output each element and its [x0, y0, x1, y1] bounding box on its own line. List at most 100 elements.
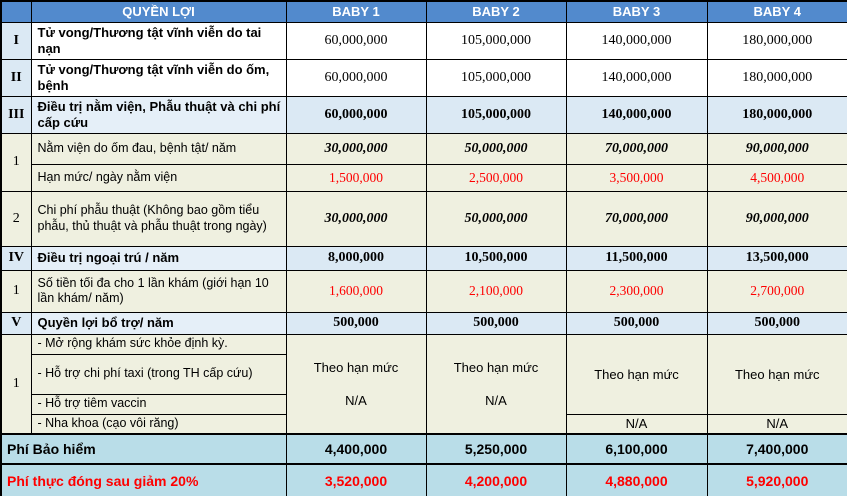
header-benefit: QUYỀN LỢI: [30, 0, 287, 23]
value-baby4: 500,000: [706, 311, 847, 335]
sub-item-vaccine: - Hỗ trợ tiêm vaccin: [30, 393, 287, 415]
row-daily-limit: Hạn mức/ ngày nằm viện 1,500,000 2,500,0…: [1, 163, 847, 192]
value-baby2: 105,000,000: [425, 21, 567, 60]
row-supplementary: V Quyền lợi bổ trợ/ năm 500,000 500,000 …: [0, 311, 847, 335]
na-baby3: N/A: [565, 413, 708, 435]
sub-value-baby4: Theo hạn mức: [706, 333, 847, 415]
row-number: 2: [0, 190, 32, 247]
row-hospitalization-per-year: 1 Nằm viện do ốm đau, bệnh tật/ năm 30,0…: [0, 132, 847, 192]
spacer: [431, 375, 562, 393]
value-baby3: 11,500,000: [565, 245, 708, 271]
row-number: III: [0, 95, 32, 134]
discounted-baby1: 3,520,000: [285, 463, 427, 496]
limit-text: Theo hạn mức: [453, 359, 539, 375]
row-sub-checkup: 1 - Mở rộng khám sức khỏe định kỳ. Theo …: [0, 333, 847, 435]
value-baby2: 2,100,000: [425, 269, 567, 313]
value-baby4: 90,000,000: [706, 132, 847, 165]
sub-value-baby3: Theo hạn mức: [565, 333, 708, 415]
value-baby1: 60,000,000: [285, 21, 427, 60]
row-number: 1: [0, 333, 32, 435]
na-text: N/A: [345, 392, 367, 408]
row-discounted-premium: Phí thực đóng sau giảm 20% 3,520,000 4,2…: [0, 463, 847, 496]
row-number: II: [0, 58, 32, 97]
limit-text: Theo hạn mức: [313, 359, 399, 375]
row-label: Điều trị ngoại trú / năm: [30, 245, 287, 271]
row-outpatient: IV Điều trị ngoại trú / năm 8,000,000 10…: [0, 245, 847, 271]
premium-baby3: 6,100,000: [565, 433, 708, 465]
value-baby2: 50,000,000: [425, 190, 567, 247]
row-label: Hạn mức/ ngày nằm viện: [30, 163, 287, 192]
row-death-accident: I Tử vong/Thương tật vĩnh viễn do tai nạ…: [0, 21, 847, 60]
value-baby1: 60,000,000: [285, 58, 427, 97]
discounted-baby4: 5,920,000: [706, 463, 847, 496]
value-baby3: 70,000,000: [565, 190, 708, 247]
row-label: Tử vong/Thương tật vĩnh viễn do tai nạn: [30, 21, 287, 60]
row-number: 1: [0, 132, 32, 192]
na-text: N/A: [485, 392, 507, 408]
row-label: Nằm viện do ốm đau, bệnh tật/ năm: [30, 132, 287, 165]
value-baby1: 1,600,000: [285, 269, 427, 313]
row-number: 1: [0, 269, 32, 313]
value-baby2: 50,000,000: [425, 132, 567, 165]
value-baby4: 2,700,000: [706, 269, 847, 313]
value-baby4: 180,000,000: [706, 58, 847, 97]
limit-text: Theo hạn mức: [594, 366, 679, 382]
header-plan-baby4: BABY 4: [706, 0, 847, 23]
discounted-baby3: 4,880,000: [565, 463, 708, 496]
row-sub-dental: - Nha khoa (cạo vôi răng) N/A N/A: [1, 413, 847, 435]
row-premium: Phí Bảo hiểm 4,400,000 5,250,000 6,100,0…: [0, 433, 847, 465]
premium-baby4: 7,400,000: [706, 433, 847, 465]
value-baby1: 30,000,000: [285, 132, 427, 165]
row-surgery-cost: 2 Chi phí phẫu thuật (Không bao gồm tiểu…: [0, 190, 847, 247]
header-plan-baby1: BABY 1: [285, 0, 427, 23]
row-inpatient-surgery: III Điều trị nằm viện, Phẫu thuật và chi…: [0, 95, 847, 134]
sub-value-baby1: Theo hạn mức N/A: [285, 333, 427, 435]
header-plan-baby2: BABY 2: [425, 0, 567, 23]
header-corner-cell: [0, 0, 32, 23]
value-baby4: 180,000,000: [706, 21, 847, 60]
row-label: Tử vong/Thương tật vĩnh viễn do ốm, bệnh: [30, 58, 287, 97]
limit-text: Theo hạn mức: [734, 366, 820, 382]
row-label: Chi phí phẫu thuật (Không bao gồm tiểu p…: [30, 190, 287, 247]
sub-item-dental: - Nha khoa (cạo vôi răng): [30, 413, 287, 435]
value-baby3: 140,000,000: [565, 95, 708, 134]
value-baby2: 2,500,000: [425, 163, 567, 192]
row-sub-taxi: - Hỗ trợ chi phí taxi (trong TH cấp cứu): [1, 353, 847, 395]
value-baby3: 140,000,000: [565, 58, 708, 97]
value-baby1: 500,000: [285, 311, 427, 335]
table-header-row: QUYỀN LỢI BABY 1 BABY 2 BABY 3 BABY 4: [0, 0, 847, 23]
header-plan-baby3: BABY 3: [565, 0, 708, 23]
value-baby3: 3,500,000: [565, 163, 708, 192]
value-baby4: 90,000,000: [706, 190, 847, 247]
sub-item-checkup: - Mở rộng khám sức khỏe định kỳ.: [30, 333, 287, 355]
row-sub-vaccine: - Hỗ trợ tiêm vaccin: [1, 393, 847, 415]
value-baby4: 180,000,000: [706, 95, 847, 134]
spacer: [291, 375, 422, 393]
discounted-label: Phí thực đóng sau giảm 20%: [0, 463, 287, 496]
value-baby3: 500,000: [565, 311, 708, 335]
value-baby4: 4,500,000: [706, 163, 847, 192]
discounted-baby2: 4,200,000: [425, 463, 567, 496]
row-number: V: [0, 311, 32, 335]
premium-baby2: 5,250,000: [425, 433, 567, 465]
row-death-illness: II Tử vong/Thương tật vĩnh viễn do ốm, b…: [0, 58, 847, 97]
value-baby2: 105,000,000: [425, 95, 567, 134]
value-baby2: 500,000: [425, 311, 567, 335]
value-baby3: 70,000,000: [565, 132, 708, 165]
value-baby2: 105,000,000: [425, 58, 567, 97]
value-baby1: 30,000,000: [285, 190, 427, 247]
sub-value-baby2: Theo hạn mức N/A: [425, 333, 567, 435]
value-baby1: 1,500,000: [285, 163, 427, 192]
value-baby4: 13,500,000: [706, 245, 847, 271]
na-baby4: N/A: [706, 413, 847, 435]
premium-baby1: 4,400,000: [285, 433, 427, 465]
value-baby1: 8,000,000: [285, 245, 427, 271]
value-baby1: 60,000,000: [285, 95, 427, 134]
row-label: Số tiền tối đa cho 1 lần khám (giới hạn …: [30, 269, 287, 313]
row-number: I: [0, 21, 32, 60]
value-baby3: 2,300,000: [565, 269, 708, 313]
row-max-per-visit: 1 Số tiền tối đa cho 1 lần khám (giới hạ…: [0, 269, 847, 313]
row-label: Điều trị nằm viện, Phẫu thuật và chi phí…: [30, 95, 287, 134]
row-label: Quyền lợi bổ trợ/ năm: [30, 311, 287, 335]
